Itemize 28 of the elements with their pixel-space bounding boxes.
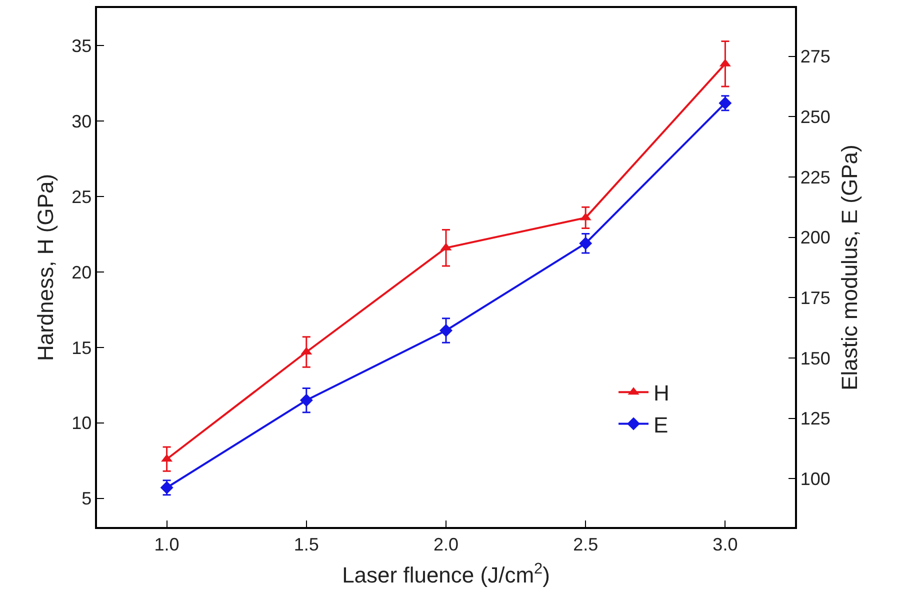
x-tick-label: 3.0 bbox=[712, 534, 738, 554]
x-tick-label: 2.5 bbox=[573, 534, 598, 554]
y-tick-label: 20 bbox=[72, 262, 92, 282]
y2-tick-label: 200 bbox=[800, 228, 830, 248]
y-tick-label: 10 bbox=[72, 413, 92, 434]
y2-tick-label: 125 bbox=[800, 408, 830, 429]
y2-axis-title: Elastic modulus, E (GPa) bbox=[836, 144, 862, 390]
x-tick-label: 1.0 bbox=[154, 534, 180, 554]
y2-tick-label: 250 bbox=[800, 106, 830, 127]
y-tick-label: 25 bbox=[72, 186, 92, 207]
y-tick-label: 15 bbox=[72, 338, 92, 358]
y-tick-label: 5 bbox=[82, 488, 92, 509]
y2-tick-label: 275 bbox=[800, 46, 830, 67]
point bbox=[440, 324, 452, 337]
point bbox=[579, 236, 592, 250]
legend-label: H bbox=[654, 380, 670, 406]
legend-label: E bbox=[654, 412, 668, 438]
y-tick-label: 30 bbox=[72, 111, 92, 132]
y2-tick-label: 225 bbox=[800, 167, 830, 188]
y2-tick-label: 175 bbox=[800, 288, 830, 308]
point bbox=[300, 394, 313, 407]
y-axis-title: Hardness, H (GPa) bbox=[32, 174, 58, 362]
y-tick-label: 35 bbox=[72, 36, 92, 56]
x-tick-label: 2.0 bbox=[433, 534, 459, 554]
y2-tick-label: 100 bbox=[800, 469, 830, 490]
x-axis-title: Laser fluence (J/cm$^{2}$) bbox=[342, 560, 550, 588]
x-tick-label: 1.5 bbox=[294, 534, 319, 554]
y2-tick-label: 150 bbox=[800, 348, 830, 368]
